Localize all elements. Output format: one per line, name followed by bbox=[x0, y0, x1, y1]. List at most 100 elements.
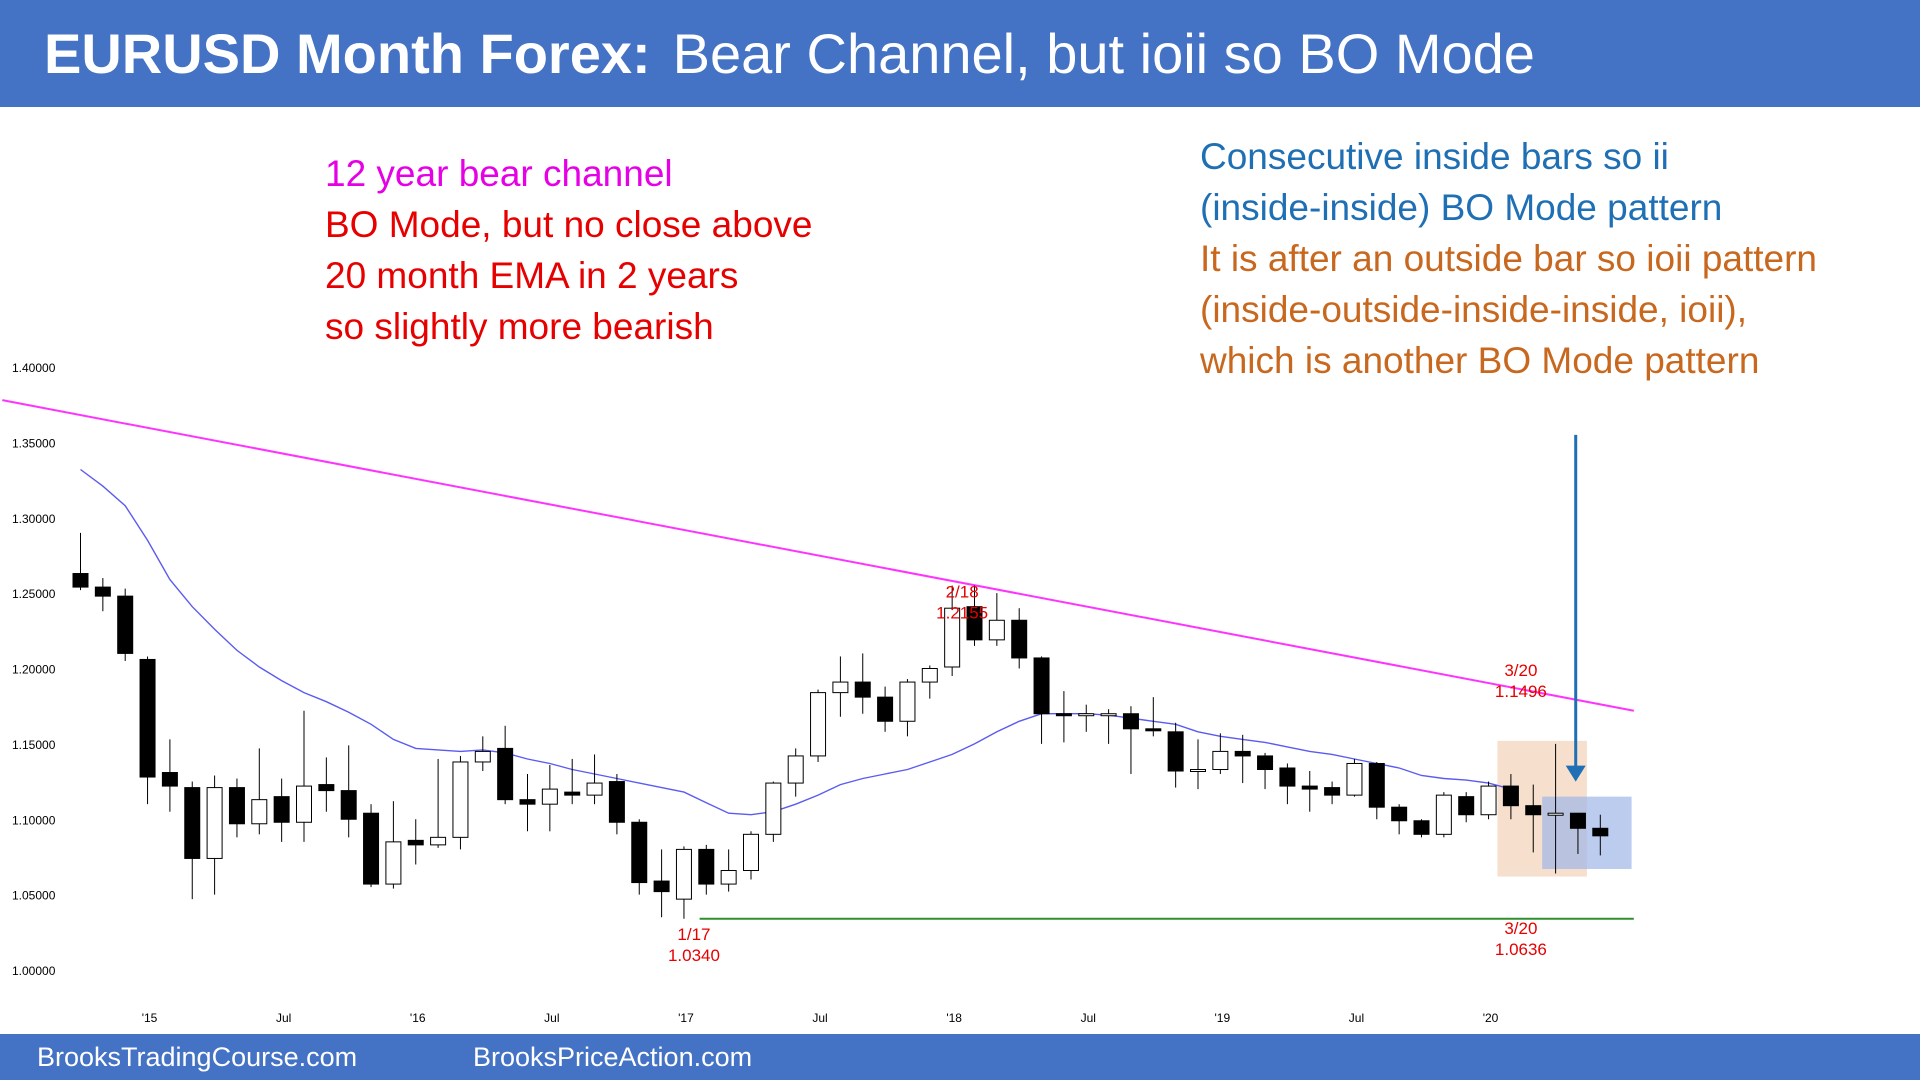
x-tick-label: '15 bbox=[142, 1011, 158, 1025]
bear-candle bbox=[1569, 812, 1586, 829]
x-tick-label: Jul bbox=[812, 1011, 827, 1025]
bull-candle bbox=[1547, 812, 1564, 816]
bull-candle bbox=[1435, 794, 1452, 835]
bear-candle bbox=[139, 658, 156, 778]
bear-candle bbox=[854, 681, 871, 698]
note-line: 12 year bear channel bbox=[325, 153, 673, 194]
bear-candle bbox=[1055, 713, 1072, 717]
bear-candle bbox=[1413, 820, 1430, 835]
y-tick-label: 1.30000 bbox=[12, 512, 56, 526]
bear-candle bbox=[653, 880, 670, 893]
bear-candle bbox=[519, 799, 536, 805]
bull-candle bbox=[765, 782, 782, 835]
bear-candle bbox=[1301, 785, 1318, 790]
bull-candle bbox=[1480, 785, 1497, 816]
bear-candle bbox=[1145, 728, 1162, 732]
bear-candle bbox=[1122, 713, 1139, 730]
ii-highlight-box bbox=[1542, 796, 1632, 869]
bear-candle bbox=[1011, 619, 1028, 659]
annotation-value: 1.0340 bbox=[668, 946, 720, 965]
note-line: It is after an outside bar so ioii patte… bbox=[1200, 238, 1818, 279]
bear-candle bbox=[1592, 827, 1609, 837]
bear-candle bbox=[1525, 805, 1542, 816]
y-tick-label: 1.00000 bbox=[12, 964, 56, 978]
bear-candle bbox=[1167, 731, 1184, 772]
bear-candle bbox=[1279, 767, 1296, 787]
y-tick-label: 1.20000 bbox=[12, 663, 56, 677]
annotation-value: 1.2155 bbox=[936, 604, 988, 623]
bull-candle bbox=[787, 755, 804, 784]
bear-candle bbox=[184, 787, 201, 859]
footer-site-left: BrooksTradingCourse.com bbox=[37, 1042, 358, 1072]
x-tick-label: Jul bbox=[1081, 1011, 1096, 1025]
x-tick-label: Jul bbox=[544, 1011, 559, 1025]
bull-candle bbox=[832, 681, 849, 694]
bear-candle bbox=[877, 696, 894, 722]
bear-candle bbox=[631, 821, 648, 884]
title-bar: EURUSD Month Forex: Bear Channel, but io… bbox=[0, 0, 1920, 107]
bull-candle bbox=[251, 799, 268, 825]
x-tick-label: '19 bbox=[1215, 1011, 1231, 1025]
bull-candle bbox=[1190, 769, 1206, 773]
bear-candle bbox=[161, 772, 178, 787]
bear-candle bbox=[94, 586, 111, 597]
annotation-value: 1.0636 bbox=[1495, 940, 1547, 959]
annotation-value: 1.1496 bbox=[1495, 682, 1547, 701]
bull-candle bbox=[944, 607, 961, 668]
bull-candle bbox=[1212, 750, 1229, 771]
bull-candle bbox=[810, 692, 827, 757]
bear-candle bbox=[1502, 785, 1519, 807]
note-line: so slightly more bearish bbox=[325, 306, 714, 347]
bull-candle bbox=[1346, 762, 1363, 796]
bear-candle bbox=[1458, 796, 1475, 816]
bull-candle bbox=[899, 681, 916, 722]
bear-candle bbox=[497, 747, 514, 801]
ema-20-line bbox=[80, 468, 1512, 816]
bull-candle bbox=[474, 750, 491, 763]
annotation-date: 2/18 bbox=[946, 583, 979, 602]
bull-candle bbox=[385, 841, 402, 885]
x-tick-label: '17 bbox=[678, 1011, 694, 1025]
bear-channel-trend-line bbox=[2, 399, 1635, 712]
bull-candle bbox=[586, 782, 603, 796]
footer-bar: BrooksTradingCourse.com BrooksPriceActio… bbox=[0, 1034, 1920, 1080]
bear-candle bbox=[340, 790, 357, 820]
bear-candle bbox=[72, 573, 89, 588]
note-line: Consecutive inside bars so ii bbox=[1200, 136, 1669, 177]
bear-candle bbox=[564, 791, 581, 796]
bear-candle bbox=[1234, 750, 1251, 757]
bear-candle bbox=[608, 781, 625, 823]
bear-candle bbox=[318, 784, 335, 792]
bear-candle bbox=[1368, 762, 1385, 808]
y-tick-label: 1.05000 bbox=[12, 889, 56, 903]
note-line: 20 month EMA in 2 years bbox=[325, 255, 739, 296]
bear-candle bbox=[1324, 787, 1341, 796]
bull-candle bbox=[541, 788, 558, 805]
bull-candle bbox=[206, 787, 223, 859]
x-tick-label: '16 bbox=[410, 1011, 426, 1025]
bull-candle bbox=[921, 668, 938, 683]
bear-candle bbox=[363, 812, 380, 885]
bear-candle bbox=[1257, 755, 1274, 771]
bull-candle bbox=[743, 833, 759, 872]
x-tick-label: '18 bbox=[946, 1011, 962, 1025]
bull-candle bbox=[296, 785, 312, 823]
bear-candle bbox=[273, 796, 290, 823]
title-rest: Bear Channel, but ioii so BO Mode bbox=[672, 22, 1535, 85]
title-bold: EURUSD Month Forex: bbox=[44, 22, 651, 85]
footer-site-right: BrooksPriceAction.com bbox=[473, 1042, 753, 1072]
bo-mode-note: Consecutive inside bars so ii (inside-ins… bbox=[1200, 131, 1817, 386]
annotation-date: 3/20 bbox=[1504, 661, 1537, 680]
note-line: (inside-inside) BO Mode pattern bbox=[1200, 187, 1723, 228]
y-tick-label: 1.10000 bbox=[12, 813, 56, 827]
y-tick-label: 1.35000 bbox=[12, 436, 56, 450]
x-tick-label: Jul bbox=[276, 1011, 291, 1025]
note-line: BO Mode, but no close above bbox=[325, 204, 813, 245]
bear-candle bbox=[228, 787, 245, 825]
bear-candle bbox=[117, 595, 134, 654]
bull-candle bbox=[430, 836, 447, 846]
bull-candle bbox=[452, 761, 469, 838]
x-tick-label: Jul bbox=[1349, 1011, 1364, 1025]
ii-arrow-head bbox=[1565, 765, 1586, 782]
